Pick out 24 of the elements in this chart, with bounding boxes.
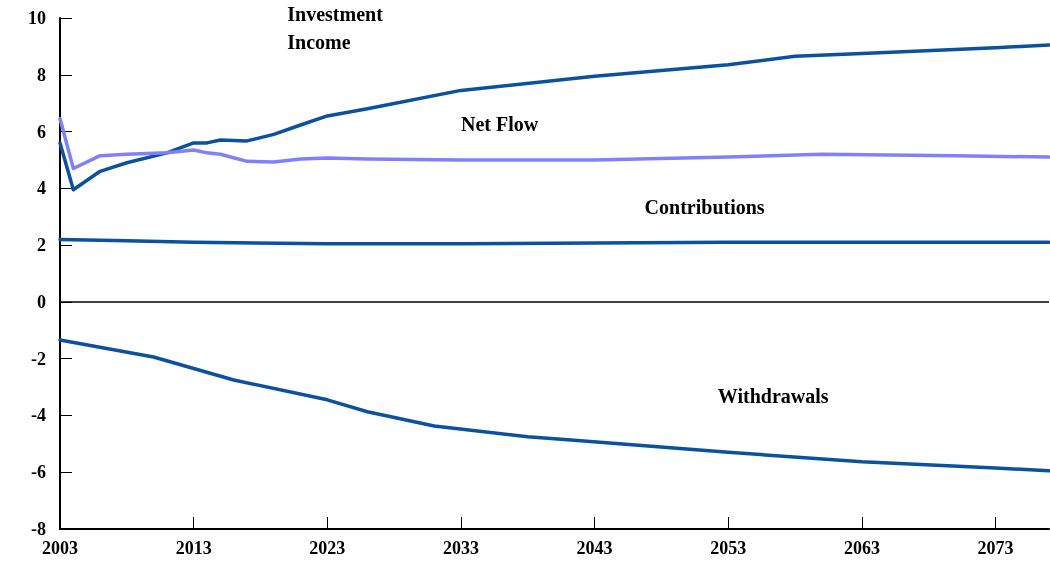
series-label: Contributions — [644, 196, 765, 219]
line-series — [58, 117, 1050, 171]
y-tick-label: 6 — [37, 121, 46, 142]
series-label: Net Flow — [460, 112, 539, 135]
y-tick-label: 4 — [37, 178, 46, 199]
y-tick-label: -6 — [31, 462, 46, 483]
x-tick-label: 2003 — [42, 538, 78, 558]
y-tick-label: 2 — [37, 235, 46, 256]
x-tick-label: 2013 — [175, 538, 212, 558]
x-tick-label: 2033 — [442, 538, 479, 558]
y-tick-label: 10 — [28, 8, 46, 28]
x-tick-label: 2043 — [576, 538, 613, 558]
x-tick-label: 2073 — [977, 538, 1014, 558]
line-series — [58, 338, 1050, 473]
y-tick-label: -4 — [31, 405, 46, 426]
y-tick-label: -2 — [31, 348, 46, 369]
x-tick-label: 2023 — [309, 538, 346, 558]
y-tick-label: 8 — [37, 64, 46, 85]
text: Investment Income — [287, 2, 388, 53]
x-tick-label: 2063 — [843, 538, 880, 558]
text: Withdrawals — [717, 384, 829, 407]
y-tick-label: 0 — [37, 291, 46, 312]
y-tick-label: -8 — [31, 519, 46, 539]
x-tick-label: 2053 — [710, 538, 747, 558]
